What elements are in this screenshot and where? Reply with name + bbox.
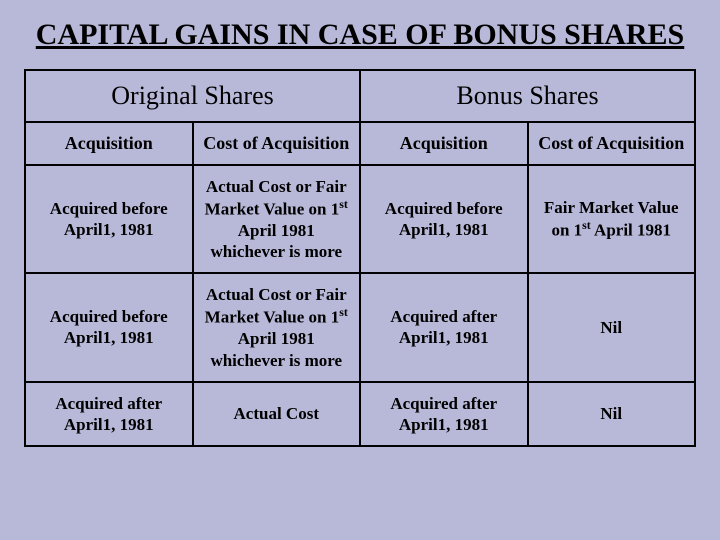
cell-1-2: Acquired after April1, 1981: [360, 273, 528, 382]
cell-0-0: Acquired before April1, 1981: [25, 165, 193, 274]
cell-0-2: Acquired before April1, 1981: [360, 165, 528, 274]
col-header-2: Acquisition: [360, 122, 528, 165]
cell-2-2: Acquired after April1, 1981: [360, 382, 528, 447]
table-row: Acquired before April1, 1981 Actual Cost…: [25, 273, 695, 382]
table-row: Acquired after April1, 1981 Actual Cost …: [25, 382, 695, 447]
slide-container: CAPITAL GAINS IN CASE OF BONUS SHARES Or…: [0, 0, 720, 540]
cell-2-1: Actual Cost: [193, 382, 361, 447]
cell-0-1: Actual Cost or Fair Market Value on 1st …: [193, 165, 361, 274]
cell-2-0: Acquired after April1, 1981: [25, 382, 193, 447]
col-header-1: Cost of Acquisition: [193, 122, 361, 165]
group-header-original: Original Shares: [25, 70, 360, 122]
col-header-3: Cost of Acquisition: [528, 122, 696, 165]
column-header-row: Acquisition Cost of Acquisition Acquisit…: [25, 122, 695, 165]
cell-2-3: Nil: [528, 382, 696, 447]
cell-0-3: Fair Market Value on 1st April 1981: [528, 165, 696, 274]
cell-1-1: Actual Cost or Fair Market Value on 1st …: [193, 273, 361, 382]
table-row: Acquired before April1, 1981 Actual Cost…: [25, 165, 695, 274]
capital-gains-table: Original Shares Bonus Shares Acquisition…: [24, 69, 696, 448]
cell-1-0: Acquired before April1, 1981: [25, 273, 193, 382]
col-header-0: Acquisition: [25, 122, 193, 165]
cell-1-3: Nil: [528, 273, 696, 382]
group-header-bonus: Bonus Shares: [360, 70, 695, 122]
group-header-row: Original Shares Bonus Shares: [25, 70, 695, 122]
page-title: CAPITAL GAINS IN CASE OF BONUS SHARES: [24, 18, 696, 53]
